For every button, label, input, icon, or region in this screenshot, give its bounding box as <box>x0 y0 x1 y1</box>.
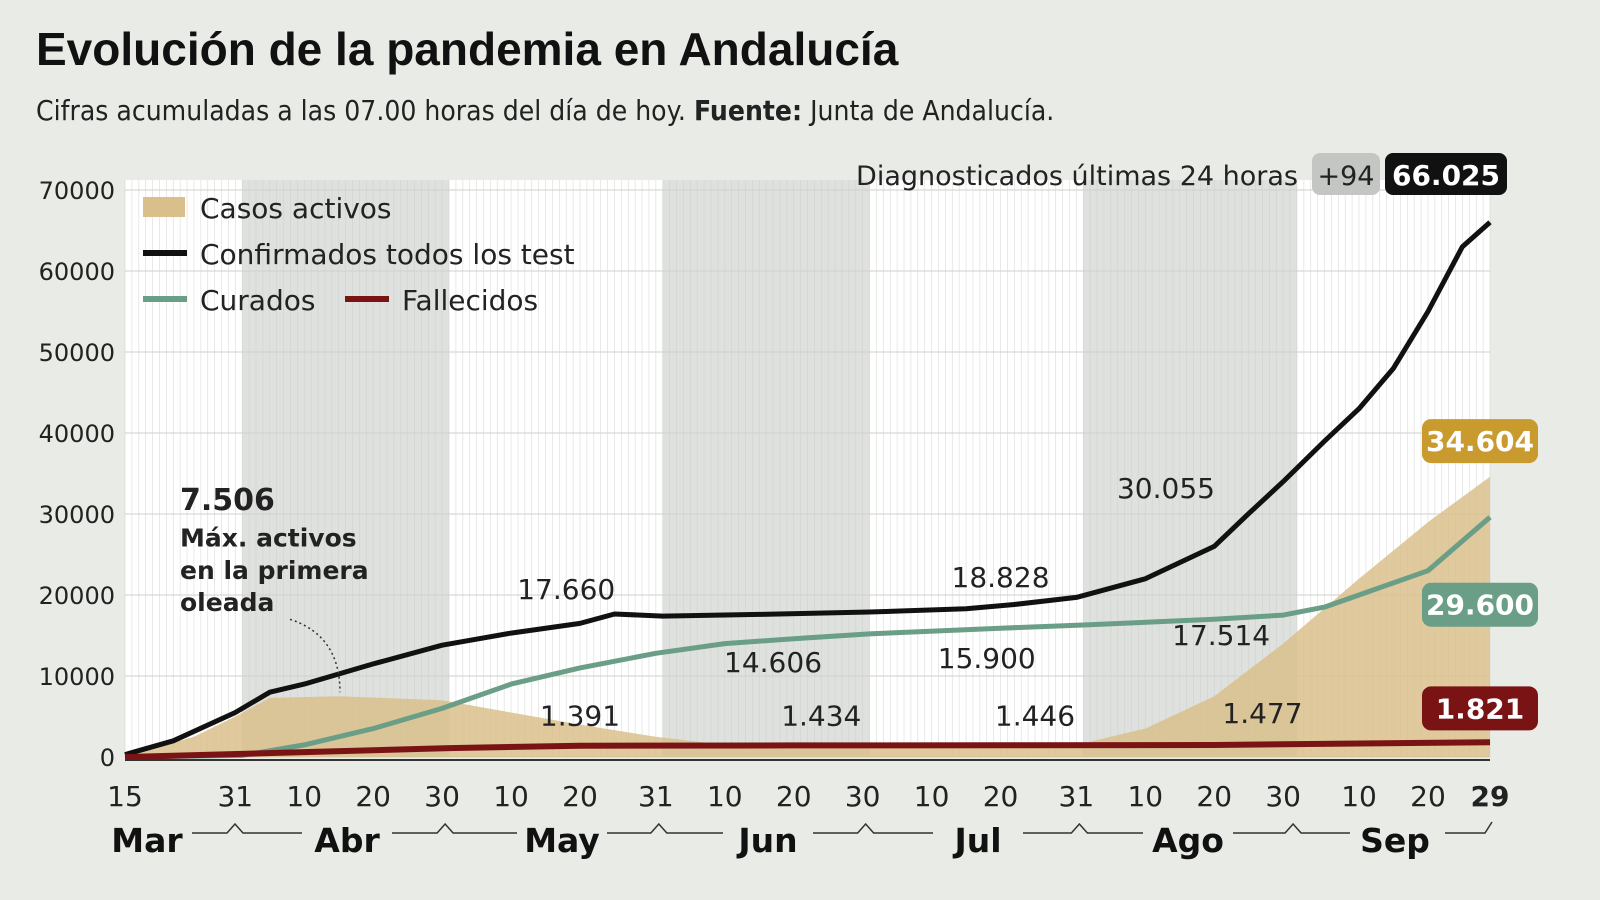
y-tick-label: 20000 <box>39 582 115 610</box>
end-value-badge <box>1422 686 1538 731</box>
x-tick-label: 10 <box>707 780 743 813</box>
end-value-badge-text: 34.604 <box>1426 425 1534 458</box>
x-tick-label: 20 <box>562 780 598 813</box>
x-tick-label: 10 <box>493 780 529 813</box>
y-tick-label: 60000 <box>39 258 115 286</box>
annotation-label: 17.514 <box>1172 619 1270 652</box>
annotation-label: 14.606 <box>724 646 822 679</box>
month-bracket <box>813 822 933 834</box>
x-tick-label: 20 <box>983 780 1019 813</box>
chart-title: Evolución de la pandemia en Andalucía <box>36 23 899 75</box>
x-tick-label: 15 <box>107 780 143 813</box>
end-value-badge-text: 29.600 <box>1426 589 1534 622</box>
annotation-label: 1.434 <box>781 699 861 732</box>
month-label: Jun <box>736 821 797 860</box>
source-label: Fuente: <box>693 94 803 127</box>
total-badge-text: 66.025 <box>1392 159 1500 192</box>
legend-label: Casos activos <box>200 192 392 225</box>
month-bracket <box>1445 821 1493 834</box>
y-tick-label: 10000 <box>39 663 115 691</box>
annotation-label: oleada <box>180 588 274 617</box>
chart-subtitle: Cifras acumuladas a las 07.00 horas del … <box>36 94 1054 127</box>
legend-label: Curados <box>200 284 315 317</box>
x-tick-label: 29 <box>1471 780 1510 813</box>
delta-badge-text: +94 <box>1318 161 1375 192</box>
annotation-label: 1.446 <box>995 699 1075 732</box>
y-tick-label: 50000 <box>39 339 115 367</box>
y-tick-label: 40000 <box>39 420 115 448</box>
month-bracket <box>607 822 723 834</box>
annotation-label: 1.477 <box>1222 697 1302 730</box>
month-label: May <box>524 821 600 860</box>
annotation-label: 18.828 <box>952 561 1050 594</box>
x-tick-label: 20 <box>355 780 391 813</box>
legend-label: Confirmados todos los test <box>200 238 575 271</box>
series-line-confirmados-todos-los-test <box>124 220 1492 758</box>
month-label: Abr <box>314 821 380 860</box>
end-value-badge-text: 1.821 <box>1436 692 1525 725</box>
subtitle-text: Cifras acumuladas a las 07.00 horas del … <box>36 94 686 127</box>
annotation-label: 7.506 <box>180 483 275 518</box>
annotation-label: 17.660 <box>517 573 615 606</box>
month-label: Jul <box>952 821 1001 860</box>
y-tick-label: 30000 <box>39 501 115 529</box>
x-tick-label: 10 <box>286 780 322 813</box>
end-value-badge <box>1422 582 1538 627</box>
legend-swatch-casos-activos <box>143 197 185 217</box>
end-value-badge <box>1422 419 1538 464</box>
month-label: Ago <box>1152 821 1224 860</box>
x-tick-label: 10 <box>1341 780 1377 813</box>
x-tick-label: 31 <box>217 780 253 813</box>
month-label: Sep <box>1360 821 1430 860</box>
y-tick-label: 0 <box>100 744 115 772</box>
y-tick-label: 70000 <box>39 177 115 205</box>
month-bracket <box>392 822 517 834</box>
x-tick-label: 31 <box>638 780 674 813</box>
annotation-label: 15.900 <box>938 642 1036 675</box>
month-bracket <box>192 822 302 834</box>
x-tick-label: 30 <box>845 780 881 813</box>
annotation-label: 1.391 <box>540 699 620 732</box>
x-tick-label: 20 <box>1196 780 1232 813</box>
x-tick-label: 10 <box>914 780 950 813</box>
month-label: Mar <box>111 821 183 860</box>
total-badge <box>1385 153 1507 195</box>
annotation-connector <box>289 618 341 693</box>
annotation-label: 30.055 <box>1117 472 1215 505</box>
legend-label: Fallecidos <box>402 284 538 317</box>
x-tick-label: 20 <box>776 780 812 813</box>
series-area-casos-activos <box>125 476 1490 757</box>
x-tick-label: 10 <box>1127 780 1163 813</box>
delta-badge <box>1312 153 1380 195</box>
month-bracket <box>1023 822 1143 834</box>
source-text: Junta de Andalucía. <box>810 94 1055 127</box>
annotation-label: en la primera <box>180 556 369 585</box>
x-tick-label: 31 <box>1059 780 1095 813</box>
x-tick-label: 30 <box>1265 780 1301 813</box>
header-badge-label: Diagnosticados últimas 24 horas <box>856 161 1298 192</box>
annotation-label: Máx. activos <box>180 523 357 552</box>
month-bracket <box>1233 822 1350 834</box>
x-tick-label: 30 <box>424 780 460 813</box>
series-line-fallecidos <box>124 739 1491 760</box>
x-tick-label: 20 <box>1410 780 1446 813</box>
